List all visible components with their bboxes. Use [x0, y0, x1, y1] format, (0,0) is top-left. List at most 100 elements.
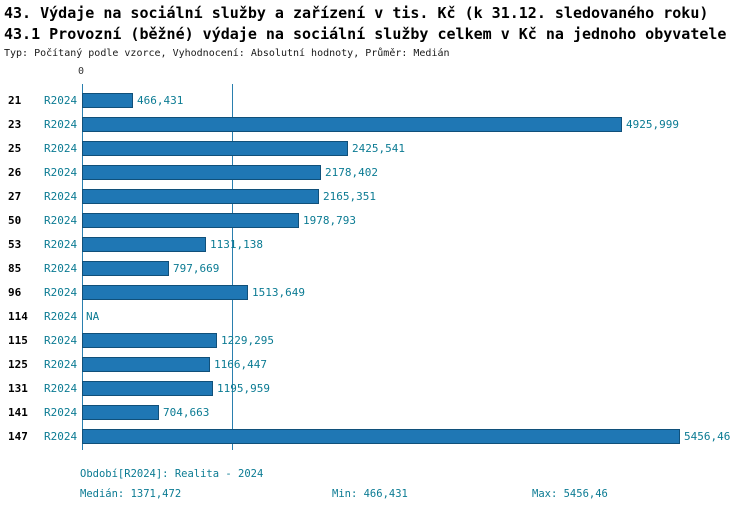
- row-period-label: R2024: [44, 117, 78, 131]
- chart-row: 96 R2024 1513,649: [0, 280, 750, 304]
- row-period-label: R2024: [44, 165, 78, 179]
- row-category-label: 26: [8, 165, 22, 179]
- x-axis-zero-label: 0: [78, 66, 85, 77]
- bar-value-label: 2165,351: [323, 189, 376, 203]
- row-category-label: 53: [8, 237, 22, 251]
- bar: [82, 284, 248, 300]
- chart-title-line2: 43.1 Provozní (běžné) výdaje na sociální…: [4, 25, 727, 43]
- bar: [82, 332, 217, 348]
- chart-subtitle: Typ: Počítaný podle vzorce, Vyhodnocení:…: [4, 48, 450, 59]
- bar-area: 4925,999: [82, 112, 750, 136]
- row-period-label: R2024: [44, 381, 78, 395]
- row-category-label: 50: [8, 213, 22, 227]
- bar-area: 2425,541: [82, 136, 750, 160]
- bar-value-label: 466,431: [137, 93, 184, 107]
- bar-area: 704,663: [82, 400, 750, 424]
- row-period-label: R2024: [44, 285, 78, 299]
- bar-value-label: 5456,46: [684, 429, 731, 443]
- bar-area: 797,669: [82, 256, 750, 280]
- chart-row: 115 R2024 1229,295: [0, 328, 750, 352]
- chart-row: 26 R2024 2178,402: [0, 160, 750, 184]
- bar: [82, 116, 622, 132]
- chart-row: 114 R2024 NA: [0, 304, 750, 328]
- bar-value-label: 4925,999: [626, 117, 679, 131]
- bar-value-label: 1166,447: [214, 357, 267, 371]
- bar-area: 2165,351: [82, 184, 750, 208]
- row-period-label: R2024: [44, 429, 78, 443]
- row-period-label: R2024: [44, 93, 78, 107]
- bar: [82, 188, 319, 204]
- row-category-label: 85: [8, 261, 22, 275]
- row-category-label: 125: [8, 357, 28, 371]
- bar: [82, 356, 210, 372]
- row-period-label: R2024: [44, 333, 78, 347]
- chart-row: 85 R2024 797,669: [0, 256, 750, 280]
- chart-row: 27 R2024 2165,351: [0, 184, 750, 208]
- median-line: [232, 84, 233, 450]
- bar: [82, 140, 348, 156]
- bar-area: 2178,402: [82, 160, 750, 184]
- chart-row: 50 R2024 1978,793: [0, 208, 750, 232]
- row-period-label: R2024: [44, 261, 78, 275]
- row-period-label: R2024: [44, 189, 78, 203]
- bar-area: 1978,793: [82, 208, 750, 232]
- row-category-label: 21: [8, 93, 22, 107]
- chart-row: 21 R2024 466,431: [0, 88, 750, 112]
- bar: [82, 380, 213, 396]
- bar-area: 1513,649: [82, 280, 750, 304]
- bar: [82, 164, 321, 180]
- footer-median-label: Medián: 1371,472: [80, 488, 182, 500]
- bar-value-label: 797,669: [173, 261, 220, 275]
- row-period-label: R2024: [44, 213, 78, 227]
- bar-area: 1166,447: [82, 352, 750, 376]
- bar-value-label: 2178,402: [325, 165, 378, 179]
- bar: [82, 212, 299, 228]
- bar: [82, 236, 206, 252]
- chart-row: 131 R2024 1195,959: [0, 376, 750, 400]
- row-category-label: 96: [8, 285, 22, 299]
- bar: [82, 428, 680, 444]
- bar-value-label: 1131,138: [210, 237, 263, 251]
- row-category-label: 147: [8, 429, 28, 443]
- row-category-label: 23: [8, 117, 22, 131]
- bar-area: 466,431: [82, 88, 750, 112]
- bar: [82, 92, 133, 108]
- bar: [82, 404, 159, 420]
- bar-value-label: 1195,959: [217, 381, 270, 395]
- chart-row: 53 R2024 1131,138: [0, 232, 750, 256]
- bar-value-label: 704,663: [163, 405, 210, 419]
- footer-max-label: Max: 5456,46: [532, 488, 608, 500]
- row-period-label: R2024: [44, 237, 78, 251]
- bar-area: NA: [82, 304, 750, 328]
- row-category-label: 25: [8, 141, 22, 155]
- bar-value-label: 1513,649: [252, 285, 305, 299]
- bar-value-label: 2425,541: [352, 141, 405, 155]
- chart-row: 147 R2024 5456,46: [0, 424, 750, 448]
- bar-value-label: 1229,295: [221, 333, 274, 347]
- footer-period-label: Období[R2024]: Realita - 2024: [80, 468, 264, 480]
- bar-area: 5456,46: [82, 424, 750, 448]
- chart-row: 25 R2024 2425,541: [0, 136, 750, 160]
- row-period-label: R2024: [44, 357, 78, 371]
- row-period-label: R2024: [44, 405, 78, 419]
- chart-rows: 21 R2024 466,431 23 R2024 4925,999 25 R2024 2425…: [0, 88, 750, 448]
- bar-area: 1229,295: [82, 328, 750, 352]
- bar-area: 1195,959: [82, 376, 750, 400]
- bar: [82, 260, 169, 276]
- row-category-label: 115: [8, 333, 28, 347]
- bar-value-label: NA: [86, 309, 100, 323]
- row-category-label: 27: [8, 189, 22, 203]
- bar-area: 1131,138: [82, 232, 750, 256]
- chart-title-line1: 43. Výdaje na sociální služby a zařízení…: [4, 4, 709, 22]
- row-category-label: 141: [8, 405, 28, 419]
- row-category-label: 114: [8, 309, 28, 323]
- footer-min-label: Min: 466,431: [332, 488, 408, 500]
- chart-row: 141 R2024 704,663: [0, 400, 750, 424]
- row-period-label: R2024: [44, 309, 78, 323]
- row-category-label: 131: [8, 381, 28, 395]
- chart-row: 23 R2024 4925,999: [0, 112, 750, 136]
- chart-row: 125 R2024 1166,447: [0, 352, 750, 376]
- bar-value-label: 1978,793: [303, 213, 356, 227]
- row-period-label: R2024: [44, 141, 78, 155]
